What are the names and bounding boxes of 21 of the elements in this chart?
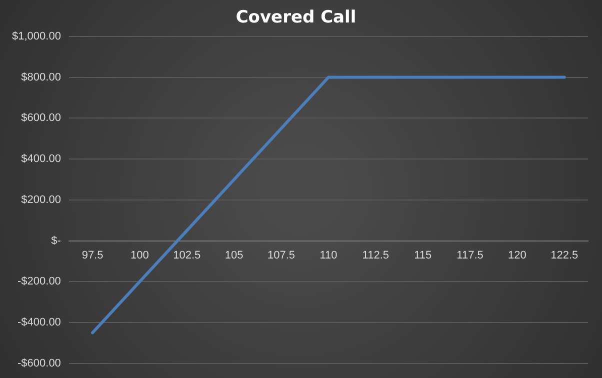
y-tick-label: $- xyxy=(51,234,62,247)
x-tick-label: 100 xyxy=(130,249,149,262)
x-tick-label: 122.5 xyxy=(550,249,578,262)
y-tick-label: -$600.00 xyxy=(18,357,61,370)
y-tick-label: $400.00 xyxy=(21,153,61,166)
chart-title: Covered Call xyxy=(236,8,356,28)
y-tick-label: -$200.00 xyxy=(18,276,61,288)
y-tick-label: $600.00 xyxy=(21,112,61,124)
x-tick-label: 105 xyxy=(224,249,244,262)
x-tick-label: 120 xyxy=(508,249,526,262)
y-tick-label: -$400.00 xyxy=(18,316,61,329)
x-tick-label: 102.5 xyxy=(173,249,201,262)
y-tick-label: $200.00 xyxy=(21,194,61,206)
x-tick-label: 115 xyxy=(414,249,432,262)
x-tick-label: 112.5 xyxy=(362,249,390,262)
y-tick-label: $800.00 xyxy=(21,71,61,84)
x-tick-label: 107.5 xyxy=(268,249,296,262)
x-tick-label: 110 xyxy=(320,249,338,262)
y-tick-label: $1,000.00 xyxy=(12,30,61,42)
x-tick-label: 97.5 xyxy=(82,249,104,262)
x-tick-label: 117.5 xyxy=(456,249,484,262)
